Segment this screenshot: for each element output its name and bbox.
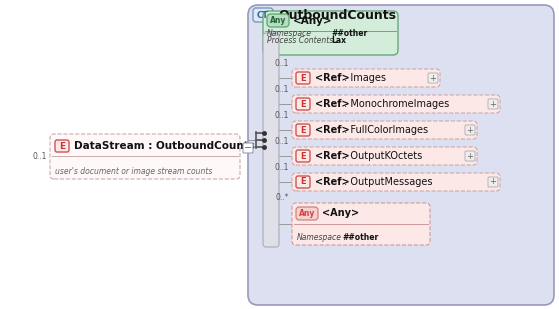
Text: 0..1: 0..1 (275, 163, 289, 172)
Text: Process Contents: Process Contents (267, 36, 333, 44)
Text: E: E (300, 151, 306, 160)
FancyBboxPatch shape (428, 73, 438, 83)
FancyBboxPatch shape (292, 147, 477, 165)
Text: 0..1: 0..1 (275, 59, 289, 68)
Text: DataStream : OutboundCounts: DataStream : OutboundCounts (74, 141, 255, 151)
Text: 0..1: 0..1 (275, 137, 289, 146)
FancyBboxPatch shape (292, 69, 440, 87)
FancyBboxPatch shape (292, 203, 430, 245)
FancyBboxPatch shape (292, 95, 500, 113)
Text: : MonochromeImages: : MonochromeImages (344, 99, 449, 109)
Text: <Ref>: <Ref> (315, 151, 349, 161)
Text: : FullColorImages: : FullColorImages (344, 125, 428, 135)
Text: 0..*: 0..* (275, 193, 289, 202)
FancyBboxPatch shape (263, 11, 398, 55)
FancyBboxPatch shape (55, 140, 69, 152)
Text: <Ref>: <Ref> (315, 99, 349, 109)
Text: <Any>: <Any> (322, 209, 359, 218)
Text: 0..1: 0..1 (33, 152, 47, 161)
Text: <Ref>: <Ref> (315, 73, 349, 83)
Text: : OutputKOctets: : OutputKOctets (344, 151, 422, 161)
FancyBboxPatch shape (488, 99, 498, 109)
Text: : Images: : Images (344, 73, 386, 83)
FancyBboxPatch shape (267, 14, 289, 27)
Text: ##other: ##other (331, 28, 367, 37)
Text: Lax: Lax (331, 36, 346, 44)
Text: E: E (300, 177, 306, 187)
Text: Any: Any (270, 16, 286, 25)
Text: +: + (467, 125, 473, 134)
FancyBboxPatch shape (296, 176, 310, 188)
FancyBboxPatch shape (488, 177, 498, 187)
Text: 0..1: 0..1 (275, 85, 289, 94)
FancyBboxPatch shape (296, 72, 310, 84)
Text: +: + (490, 177, 496, 187)
Text: Namespace: Namespace (267, 28, 312, 37)
Text: <Ref>: <Ref> (315, 125, 349, 135)
FancyBboxPatch shape (296, 98, 310, 110)
Text: OutboundCounts: OutboundCounts (278, 9, 396, 22)
Text: +: + (490, 99, 496, 108)
FancyBboxPatch shape (292, 121, 477, 139)
FancyBboxPatch shape (296, 207, 318, 220)
Text: 0..1: 0..1 (275, 111, 289, 120)
Text: E: E (59, 142, 65, 150)
Text: <Any>: <Any> (293, 15, 333, 26)
FancyBboxPatch shape (50, 134, 240, 179)
Text: E: E (300, 125, 306, 134)
Text: user's document or image stream counts: user's document or image stream counts (55, 167, 212, 176)
FancyBboxPatch shape (296, 124, 310, 136)
Text: : OutputMessages: : OutputMessages (344, 177, 433, 187)
Text: −: − (244, 143, 252, 153)
Text: E: E (300, 74, 306, 83)
FancyBboxPatch shape (243, 143, 253, 153)
FancyBboxPatch shape (292, 173, 500, 191)
FancyBboxPatch shape (296, 150, 310, 162)
FancyBboxPatch shape (465, 125, 475, 135)
Text: CT: CT (257, 11, 269, 19)
FancyBboxPatch shape (248, 5, 554, 305)
FancyBboxPatch shape (253, 8, 273, 22)
Text: Namespace: Namespace (297, 232, 342, 242)
FancyBboxPatch shape (263, 33, 279, 247)
Text: +: + (429, 74, 437, 83)
Text: +: + (467, 151, 473, 160)
FancyBboxPatch shape (465, 151, 475, 161)
Text: <Ref>: <Ref> (315, 177, 349, 187)
Text: E: E (300, 99, 306, 108)
Text: ##other: ##other (342, 232, 378, 242)
Text: Any: Any (299, 209, 315, 218)
